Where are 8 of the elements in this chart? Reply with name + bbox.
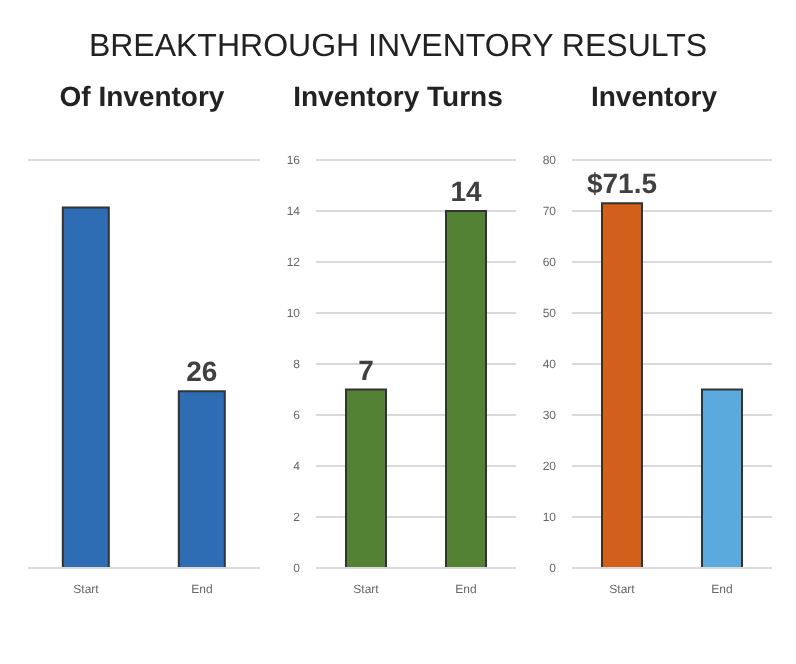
text: BREAKTHROUGH INVENTORY RESULTS — [86, 28, 710, 68]
chart-subtitle: Inventory — [590, 80, 717, 116]
chart-subtitle: Of Inventory — [59, 80, 225, 116]
data-label: 14 — [450, 175, 482, 207]
data-label: 7 — [358, 353, 375, 386]
data-label: $71.5 — [586, 167, 658, 200]
chart-subtitle: Inventory Turns — [293, 80, 503, 116]
data-label: 26 — [186, 355, 218, 388]
